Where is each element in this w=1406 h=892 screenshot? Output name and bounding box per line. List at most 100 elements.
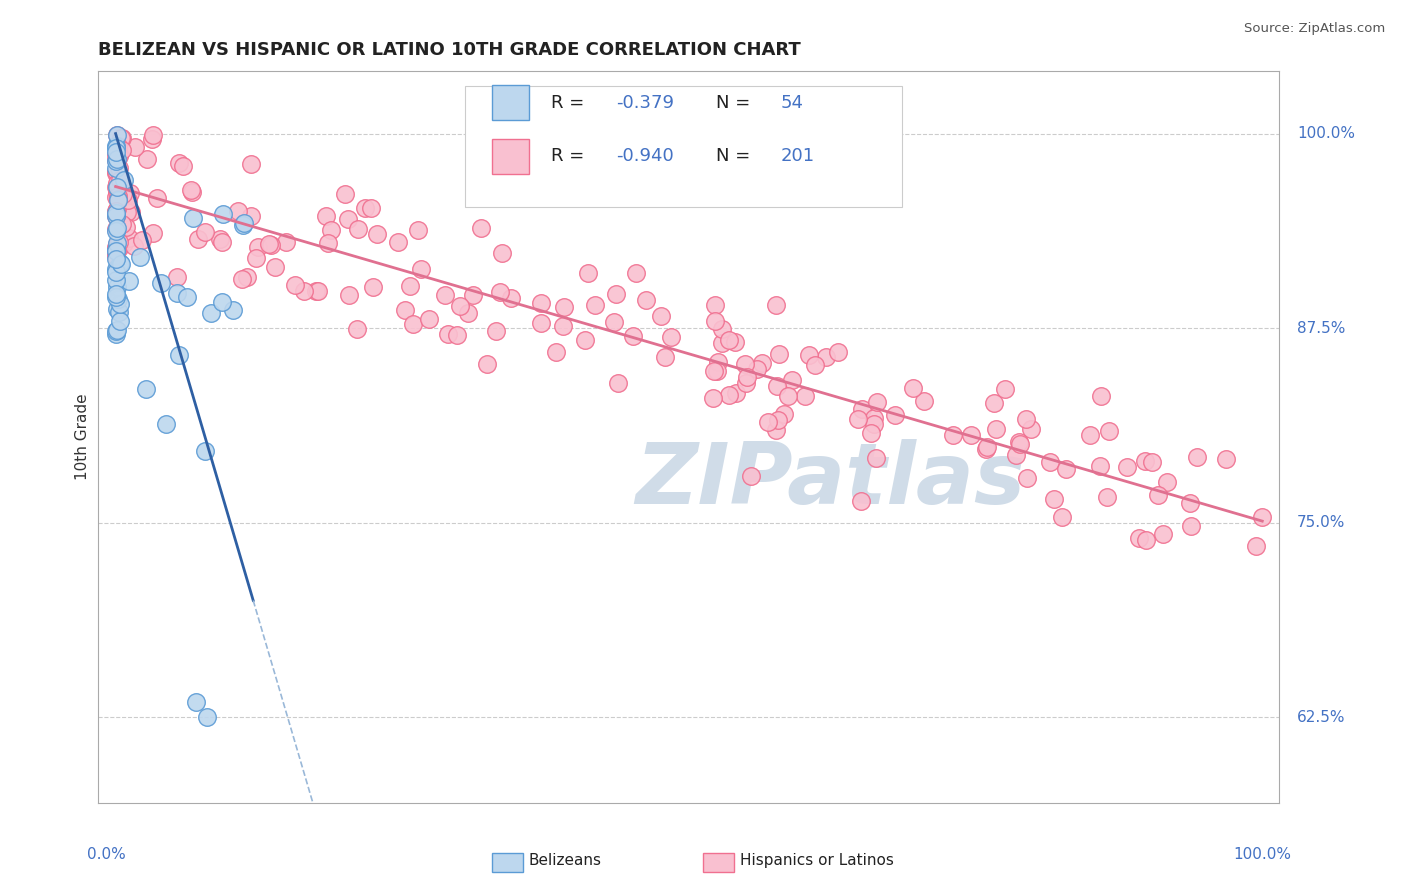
- Point: [105, 236, 128, 251]
- Point: [862, 410, 884, 425]
- Point: [1097, 490, 1119, 504]
- Point: [475, 357, 498, 371]
- Point: [780, 373, 803, 387]
- Point: [704, 298, 727, 312]
- Text: Belizeans: Belizeans: [529, 854, 602, 868]
- Text: 54: 54: [782, 94, 804, 112]
- Bar: [492, 138, 530, 174]
- Point: [135, 382, 157, 396]
- Point: [846, 412, 869, 426]
- Point: [773, 407, 796, 421]
- Point: [221, 303, 243, 318]
- Point: [176, 290, 198, 304]
- Point: [110, 131, 132, 145]
- Point: [104, 265, 127, 279]
- Point: [212, 207, 235, 221]
- Point: [274, 235, 297, 249]
- Point: [583, 298, 606, 312]
- Point: [605, 286, 627, 301]
- FancyBboxPatch shape: [464, 86, 901, 207]
- Point: [986, 422, 1008, 436]
- Point: [463, 288, 485, 302]
- Point: [118, 186, 141, 201]
- Point: [1135, 533, 1157, 547]
- Point: [172, 160, 194, 174]
- Point: [551, 319, 574, 334]
- Point: [240, 157, 263, 171]
- Point: [105, 176, 128, 190]
- Point: [108, 172, 131, 186]
- Point: [247, 240, 270, 254]
- Point: [245, 251, 267, 265]
- Point: [409, 261, 432, 276]
- Point: [107, 161, 129, 175]
- Point: [740, 469, 762, 483]
- Point: [529, 296, 551, 310]
- Point: [603, 315, 626, 329]
- Point: [107, 192, 129, 206]
- Point: [1019, 421, 1042, 435]
- Point: [104, 138, 127, 153]
- Point: [544, 344, 567, 359]
- Point: [181, 211, 204, 225]
- Point: [959, 428, 981, 442]
- Point: [193, 443, 215, 458]
- Point: [333, 187, 356, 202]
- Point: [1050, 510, 1073, 524]
- Point: [200, 305, 222, 319]
- Text: 0.0%: 0.0%: [87, 847, 125, 862]
- Point: [107, 239, 129, 253]
- Point: [136, 152, 159, 166]
- Text: R =: R =: [551, 147, 589, 165]
- Point: [104, 243, 127, 257]
- Point: [659, 329, 682, 343]
- Point: [1008, 434, 1031, 449]
- Point: [1140, 455, 1163, 469]
- Point: [104, 290, 127, 304]
- Point: [166, 270, 188, 285]
- Point: [120, 205, 142, 219]
- Point: [724, 334, 747, 349]
- Point: [181, 186, 204, 200]
- Point: [1090, 389, 1112, 403]
- Point: [104, 222, 127, 236]
- Point: [195, 710, 218, 724]
- Point: [865, 451, 887, 466]
- Point: [107, 178, 129, 193]
- Point: [903, 381, 925, 395]
- Point: [111, 217, 134, 231]
- Point: [167, 348, 190, 362]
- Point: [737, 370, 759, 384]
- Point: [711, 336, 734, 351]
- Point: [1135, 454, 1157, 468]
- Point: [104, 209, 127, 223]
- Point: [149, 276, 172, 290]
- Point: [765, 298, 787, 312]
- Point: [765, 423, 787, 437]
- Point: [187, 232, 209, 246]
- Point: [860, 426, 883, 441]
- Point: [606, 376, 628, 390]
- Point: [849, 494, 872, 508]
- Point: [1017, 471, 1039, 485]
- Point: [942, 428, 965, 442]
- Point: [107, 149, 129, 163]
- Point: [260, 238, 283, 252]
- Point: [180, 183, 202, 197]
- Point: [862, 417, 884, 432]
- Point: [1015, 411, 1038, 425]
- Point: [1090, 458, 1112, 473]
- Point: [108, 304, 131, 318]
- Point: [105, 249, 128, 263]
- Point: [141, 131, 163, 145]
- Point: [107, 186, 129, 200]
- Point: [449, 299, 471, 313]
- Point: [974, 442, 997, 456]
- Point: [361, 279, 384, 293]
- Point: [226, 203, 249, 218]
- Point: [624, 266, 647, 280]
- Point: [263, 260, 285, 274]
- Point: [104, 252, 127, 267]
- Point: [105, 242, 128, 256]
- Point: [553, 301, 575, 315]
